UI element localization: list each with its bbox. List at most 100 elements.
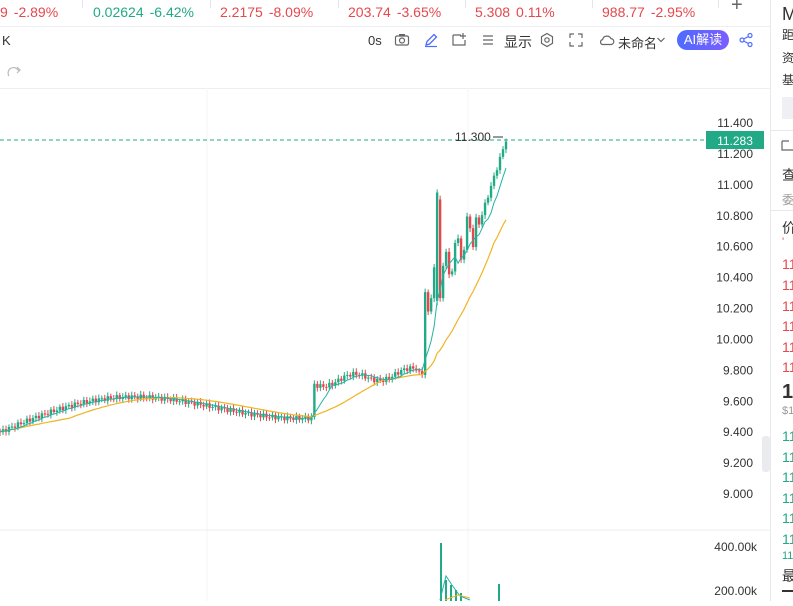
ask-price[interactable]: 11 bbox=[782, 318, 793, 334]
chevron-down-icon[interactable] bbox=[656, 32, 666, 48]
fullscreen-icon[interactable] bbox=[568, 32, 584, 48]
tab-orders[interactable]: 委 bbox=[782, 193, 793, 207]
candle-body bbox=[199, 401, 202, 405]
candle-body bbox=[408, 366, 412, 371]
y-axis-tick-label: 11.200 bbox=[717, 147, 753, 161]
cloud-icon[interactable] bbox=[598, 32, 616, 48]
candle-body bbox=[97, 398, 101, 403]
candle-body bbox=[124, 395, 127, 397]
add-ticker-button[interactable]: + bbox=[731, 0, 743, 16]
divider bbox=[210, 0, 211, 8]
ask-price[interactable]: 11 bbox=[782, 339, 793, 355]
candle-body bbox=[370, 377, 373, 379]
candle-body bbox=[259, 414, 262, 418]
bid-price[interactable]: 11 bbox=[782, 490, 793, 506]
candle-body bbox=[16, 422, 20, 428]
mid-price: 1 bbox=[782, 381, 793, 403]
settings-icon[interactable] bbox=[539, 32, 555, 48]
candle-body bbox=[7, 426, 11, 432]
volume-bar bbox=[498, 584, 500, 601]
volume-bar bbox=[445, 580, 447, 601]
ticker-item[interactable]: 5.308 0.11% bbox=[475, 4, 555, 20]
ticker-item[interactable]: 203.74 -3.65% bbox=[348, 4, 441, 20]
candle-body bbox=[420, 371, 424, 375]
candle-body bbox=[70, 405, 74, 408]
display-menu[interactable]: 显示 bbox=[504, 34, 532, 50]
candle-body bbox=[193, 401, 196, 406]
bid-price[interactable]: 11 bbox=[782, 428, 793, 444]
ask-price[interactable]: 11 bbox=[782, 359, 793, 375]
candle-body bbox=[268, 417, 271, 419]
candle-body bbox=[229, 408, 232, 412]
bid-price[interactable]: 11 bbox=[782, 550, 793, 562]
candle-body bbox=[202, 404, 205, 407]
ai-interpret-button[interactable]: AI解读 bbox=[677, 30, 729, 50]
candle-body bbox=[352, 371, 355, 377]
candle-body bbox=[115, 395, 118, 399]
candle-body bbox=[178, 401, 181, 403]
candle-body bbox=[220, 407, 223, 411]
candle-body bbox=[88, 401, 92, 404]
ticker-price: 2.2175 bbox=[220, 4, 263, 20]
candle-body bbox=[417, 370, 421, 372]
ask-price[interactable]: 11 bbox=[782, 298, 793, 314]
bid-price[interactable]: 11 bbox=[782, 510, 793, 526]
ticker-price: 988.77 bbox=[602, 4, 645, 20]
bid-price[interactable]: 11 bbox=[782, 531, 793, 547]
ticker-item[interactable]: 988.77 -2.95% bbox=[602, 4, 695, 20]
camera-icon[interactable] bbox=[394, 32, 410, 48]
candle-body bbox=[468, 216, 472, 229]
ticker-item[interactable]: 9 -2.89% bbox=[0, 4, 58, 20]
candle-body bbox=[22, 423, 26, 425]
ask-price[interactable]: 11 bbox=[782, 256, 793, 272]
high-price-label: 11.300 bbox=[455, 130, 491, 144]
tab-indicator bbox=[782, 590, 793, 592]
symbol-label[interactable]: K bbox=[2, 33, 11, 48]
bid-price[interactable]: 11 bbox=[782, 449, 793, 465]
add-indicator-icon[interactable] bbox=[781, 139, 793, 152]
layout-name[interactable]: 未命名 bbox=[618, 36, 658, 51]
tab-query[interactable]: 查 bbox=[782, 165, 793, 185]
candlestick-chart[interactable]: 11.400 11.200 11.000 10.800 10.600 10.400 10.2… bbox=[0, 88, 770, 601]
share-icon[interactable] bbox=[738, 32, 754, 48]
divider bbox=[338, 0, 339, 8]
candle-body bbox=[214, 405, 217, 407]
candle-body bbox=[495, 170, 499, 176]
chart-area[interactable]: 11.400 11.200 11.000 10.800 10.600 10.400 10.2… bbox=[0, 88, 770, 601]
ticker-bar: 9 -2.89% 0.02624 -6.42% 2.2175 -8.09% 203.7… bbox=[0, 0, 770, 27]
candle-body bbox=[435, 192, 439, 301]
last-price-tag bbox=[706, 131, 764, 149]
candle-body bbox=[61, 406, 65, 411]
candle-body bbox=[265, 413, 268, 418]
candle-body bbox=[13, 426, 17, 428]
add-indicator-icon[interactable] bbox=[451, 32, 467, 48]
candle-body bbox=[388, 376, 391, 379]
candle-body bbox=[411, 366, 415, 369]
candle-body bbox=[501, 149, 505, 157]
candle-body bbox=[46, 413, 50, 415]
ticker-item[interactable]: 2.2175 -8.09% bbox=[220, 4, 313, 20]
candle-body bbox=[492, 175, 496, 186]
y-axis-tick-label: 10.000 bbox=[716, 332, 753, 346]
panel-resize-handle[interactable] bbox=[762, 436, 770, 472]
ticker-item[interactable]: 0.02624 -6.42% bbox=[93, 4, 194, 20]
time-label: 0s bbox=[368, 33, 382, 48]
candle-body bbox=[498, 156, 502, 171]
divider bbox=[465, 0, 466, 8]
list-icon[interactable] bbox=[480, 32, 496, 48]
bid-price[interactable]: 11 bbox=[782, 469, 793, 485]
candle-body bbox=[474, 217, 478, 248]
ask-price[interactable]: 11 bbox=[782, 277, 793, 293]
redo-icon[interactable] bbox=[6, 65, 22, 79]
divider bbox=[82, 0, 83, 8]
moving-average-fast bbox=[0, 168, 507, 433]
candle-body bbox=[364, 373, 367, 379]
panel-button[interactable] bbox=[782, 97, 793, 119]
candle-body bbox=[244, 412, 247, 415]
candle-body bbox=[205, 403, 208, 407]
candle-body bbox=[208, 403, 211, 408]
pencil-icon[interactable] bbox=[423, 32, 439, 48]
candle-body bbox=[226, 408, 229, 412]
candle-body bbox=[483, 202, 487, 216]
candle-body bbox=[391, 376, 394, 379]
